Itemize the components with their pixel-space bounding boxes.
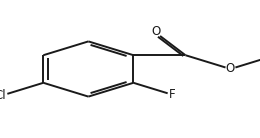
Text: O: O [226, 63, 235, 75]
Text: F: F [168, 88, 175, 101]
Text: O: O [151, 25, 160, 38]
Text: Cl: Cl [0, 89, 6, 102]
